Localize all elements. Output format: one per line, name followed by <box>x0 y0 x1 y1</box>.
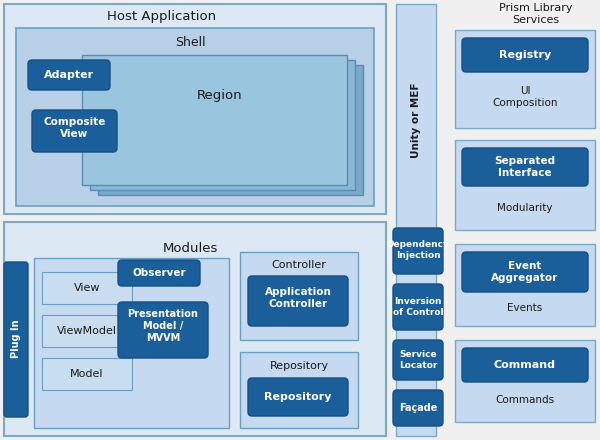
Bar <box>240 352 358 428</box>
Bar <box>455 244 595 326</box>
Bar <box>455 340 595 422</box>
Text: Region: Region <box>197 88 243 102</box>
Bar <box>42 358 132 390</box>
Text: Commands: Commands <box>496 395 554 405</box>
Text: Repository: Repository <box>264 392 332 402</box>
Text: Event
Aggregator: Event Aggregator <box>491 261 559 283</box>
Bar <box>34 258 229 428</box>
FancyBboxPatch shape <box>32 110 117 152</box>
Text: ViewModel: ViewModel <box>57 326 117 336</box>
Bar <box>16 28 374 206</box>
Bar <box>90 60 355 190</box>
Bar <box>42 272 132 304</box>
FancyBboxPatch shape <box>118 260 200 286</box>
FancyBboxPatch shape <box>4 262 28 417</box>
FancyBboxPatch shape <box>248 276 348 326</box>
Bar <box>98 65 363 195</box>
FancyBboxPatch shape <box>118 302 208 358</box>
Text: Dependency
Injection: Dependency Injection <box>386 240 449 260</box>
Text: Service
Locator: Service Locator <box>399 350 437 370</box>
Text: Unity or MEF: Unity or MEF <box>411 82 421 158</box>
Text: Controller: Controller <box>272 260 326 270</box>
Text: Observer: Observer <box>132 268 186 278</box>
FancyBboxPatch shape <box>462 38 588 72</box>
Text: Events: Events <box>508 303 542 313</box>
FancyBboxPatch shape <box>462 348 588 382</box>
Text: Prism Library
Services: Prism Library Services <box>499 3 573 25</box>
Bar <box>455 140 595 230</box>
Bar <box>396 4 436 436</box>
Text: Inversion
of Control: Inversion of Control <box>392 297 443 317</box>
FancyBboxPatch shape <box>248 378 348 416</box>
FancyBboxPatch shape <box>393 390 443 426</box>
Bar <box>4 4 386 214</box>
Text: Repository: Repository <box>269 361 329 371</box>
Bar <box>455 30 595 128</box>
FancyBboxPatch shape <box>393 340 443 380</box>
Text: Command: Command <box>494 360 556 370</box>
Text: Modularity: Modularity <box>497 203 553 213</box>
Text: Presentation
Model /
MVVM: Presentation Model / MVVM <box>128 308 199 343</box>
Bar <box>4 222 386 436</box>
Bar <box>240 252 358 340</box>
Text: Host Application: Host Application <box>107 10 217 22</box>
Bar <box>82 55 347 185</box>
Text: Registry: Registry <box>499 50 551 60</box>
FancyBboxPatch shape <box>462 148 588 186</box>
Text: Separated
Interface: Separated Interface <box>494 156 556 178</box>
FancyBboxPatch shape <box>462 252 588 292</box>
FancyBboxPatch shape <box>393 228 443 274</box>
Text: UI
Composition: UI Composition <box>492 86 558 108</box>
Bar <box>42 315 132 347</box>
Text: Modules: Modules <box>163 242 218 254</box>
Text: Façade: Façade <box>399 403 437 413</box>
Text: Shell: Shell <box>175 36 205 48</box>
Text: Composite
View: Composite View <box>43 117 106 139</box>
Text: View: View <box>74 283 100 293</box>
Text: Adapter: Adapter <box>44 70 94 80</box>
FancyBboxPatch shape <box>393 284 443 330</box>
Text: Plug In: Plug In <box>11 320 21 358</box>
Text: Application
Controller: Application Controller <box>265 287 331 309</box>
Text: Model: Model <box>70 369 104 379</box>
FancyBboxPatch shape <box>28 60 110 90</box>
